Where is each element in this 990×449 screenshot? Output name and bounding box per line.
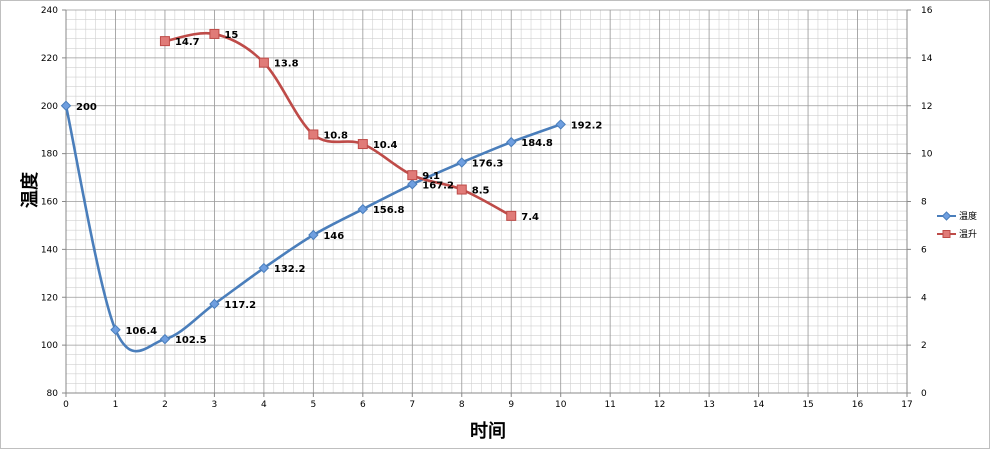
x-tick-label: 4 xyxy=(261,400,267,410)
legend-item-rise: 温升 xyxy=(937,229,977,240)
data-label: 176.3 xyxy=(472,158,504,169)
data-label: 14.7 xyxy=(175,37,200,48)
data-point xyxy=(159,333,171,345)
data-point xyxy=(407,170,418,181)
y-tick-label: 220 xyxy=(41,54,58,64)
x-tick-label: 16 xyxy=(852,400,864,410)
x-tick-label: 0 xyxy=(63,400,69,410)
y2-tick-label: 0 xyxy=(921,389,927,399)
y-tick-label: 140 xyxy=(41,245,58,255)
x-tick-label: 6 xyxy=(360,400,366,410)
x-axis-title: 时间 xyxy=(470,421,506,442)
y-tick-label: 180 xyxy=(41,150,58,160)
y2-tick-label: 8 xyxy=(921,198,927,208)
data-label: 7.4 xyxy=(521,212,539,223)
y-tick-label: 240 xyxy=(41,6,58,16)
data-label: 102.5 xyxy=(175,335,207,346)
data-label: 9.1 xyxy=(422,171,440,182)
data-point xyxy=(258,262,270,274)
data-point xyxy=(258,57,269,68)
y-tick-label: 120 xyxy=(41,293,58,303)
data-label: 10.8 xyxy=(323,130,348,141)
data-label: 132.2 xyxy=(274,264,306,275)
x-tick-label: 12 xyxy=(654,400,665,410)
x-tick-label: 7 xyxy=(409,400,415,410)
data-label: 13.8 xyxy=(274,59,299,70)
x-tick-label: 5 xyxy=(310,400,316,410)
series-group xyxy=(60,28,566,353)
data-point xyxy=(110,324,121,336)
data-point xyxy=(209,298,220,310)
y2-tick-label: 4 xyxy=(921,293,927,303)
data-label: 106.4 xyxy=(125,326,157,337)
data-label: 146 xyxy=(323,231,344,242)
y-tick-label: 200 xyxy=(41,102,58,112)
y2-tick-label: 12 xyxy=(921,102,932,112)
data-label: 10.4 xyxy=(373,140,398,151)
y2-tick-label: 16 xyxy=(921,6,933,16)
x-tick-label: 10 xyxy=(555,400,567,410)
data-point xyxy=(407,179,418,190)
x-tick-label: 17 xyxy=(901,400,912,410)
data-point xyxy=(308,229,319,241)
data-point xyxy=(60,100,72,111)
data-label: 192.2 xyxy=(571,120,603,131)
legend-marker-temp xyxy=(941,211,952,221)
y2-tick-label: 14 xyxy=(921,54,933,64)
y-tick-label: 80 xyxy=(47,389,59,399)
data-point xyxy=(209,28,220,39)
x-tick-label: 3 xyxy=(212,400,218,410)
data-label: 15 xyxy=(224,30,238,41)
y2-tick-label: 10 xyxy=(921,150,933,160)
x-tick-label: 11 xyxy=(604,400,615,410)
data-label: 156.8 xyxy=(373,205,405,216)
x-tick-label: 15 xyxy=(802,400,813,410)
data-point xyxy=(357,203,369,215)
x-tick-label: 8 xyxy=(459,400,465,410)
y-tick-label: 100 xyxy=(41,341,58,351)
data-label: 200 xyxy=(76,102,97,113)
x-tick-label: 2 xyxy=(162,400,168,410)
y2-tick-label: 2 xyxy=(921,341,927,351)
data-point xyxy=(308,129,319,140)
data-point xyxy=(555,119,566,130)
data-label: 8.5 xyxy=(472,186,490,197)
data-label: 117.2 xyxy=(224,300,256,311)
data-label: 167.2 xyxy=(422,180,454,191)
x-tick-label: 13 xyxy=(703,400,714,410)
data-point xyxy=(159,36,170,47)
legend-item-temp: 温度 xyxy=(937,210,977,222)
series-line-1 xyxy=(164,31,512,218)
axes: 0 1 2 3 4 5 6 7 8 9 10 11 12 13 14 15 16 1780100120140160… xyxy=(41,6,933,410)
data-point xyxy=(357,139,368,150)
data-point xyxy=(456,157,467,168)
y2-tick-label: 6 xyxy=(921,245,927,255)
x-tick-label: 1 xyxy=(113,400,119,410)
y-axis-title: 温度 xyxy=(19,171,41,208)
data-label: 184.8 xyxy=(521,138,553,149)
legend-marker-rise xyxy=(942,230,951,238)
legend-label-temp: 温度 xyxy=(959,210,977,222)
legend-label-rise: 温升 xyxy=(959,229,977,240)
data-point xyxy=(456,184,467,195)
y-tick-label: 160 xyxy=(41,198,58,208)
x-tick-label: 9 xyxy=(508,400,514,410)
data-labels: 200 106.4 102.5 117.2 132.2 146 156.8 167.2 176.… xyxy=(76,30,602,346)
legend: 温度 温升 xyxy=(937,210,977,240)
data-point xyxy=(506,136,517,148)
data-point xyxy=(506,210,517,221)
x-tick-label: 14 xyxy=(753,400,765,410)
